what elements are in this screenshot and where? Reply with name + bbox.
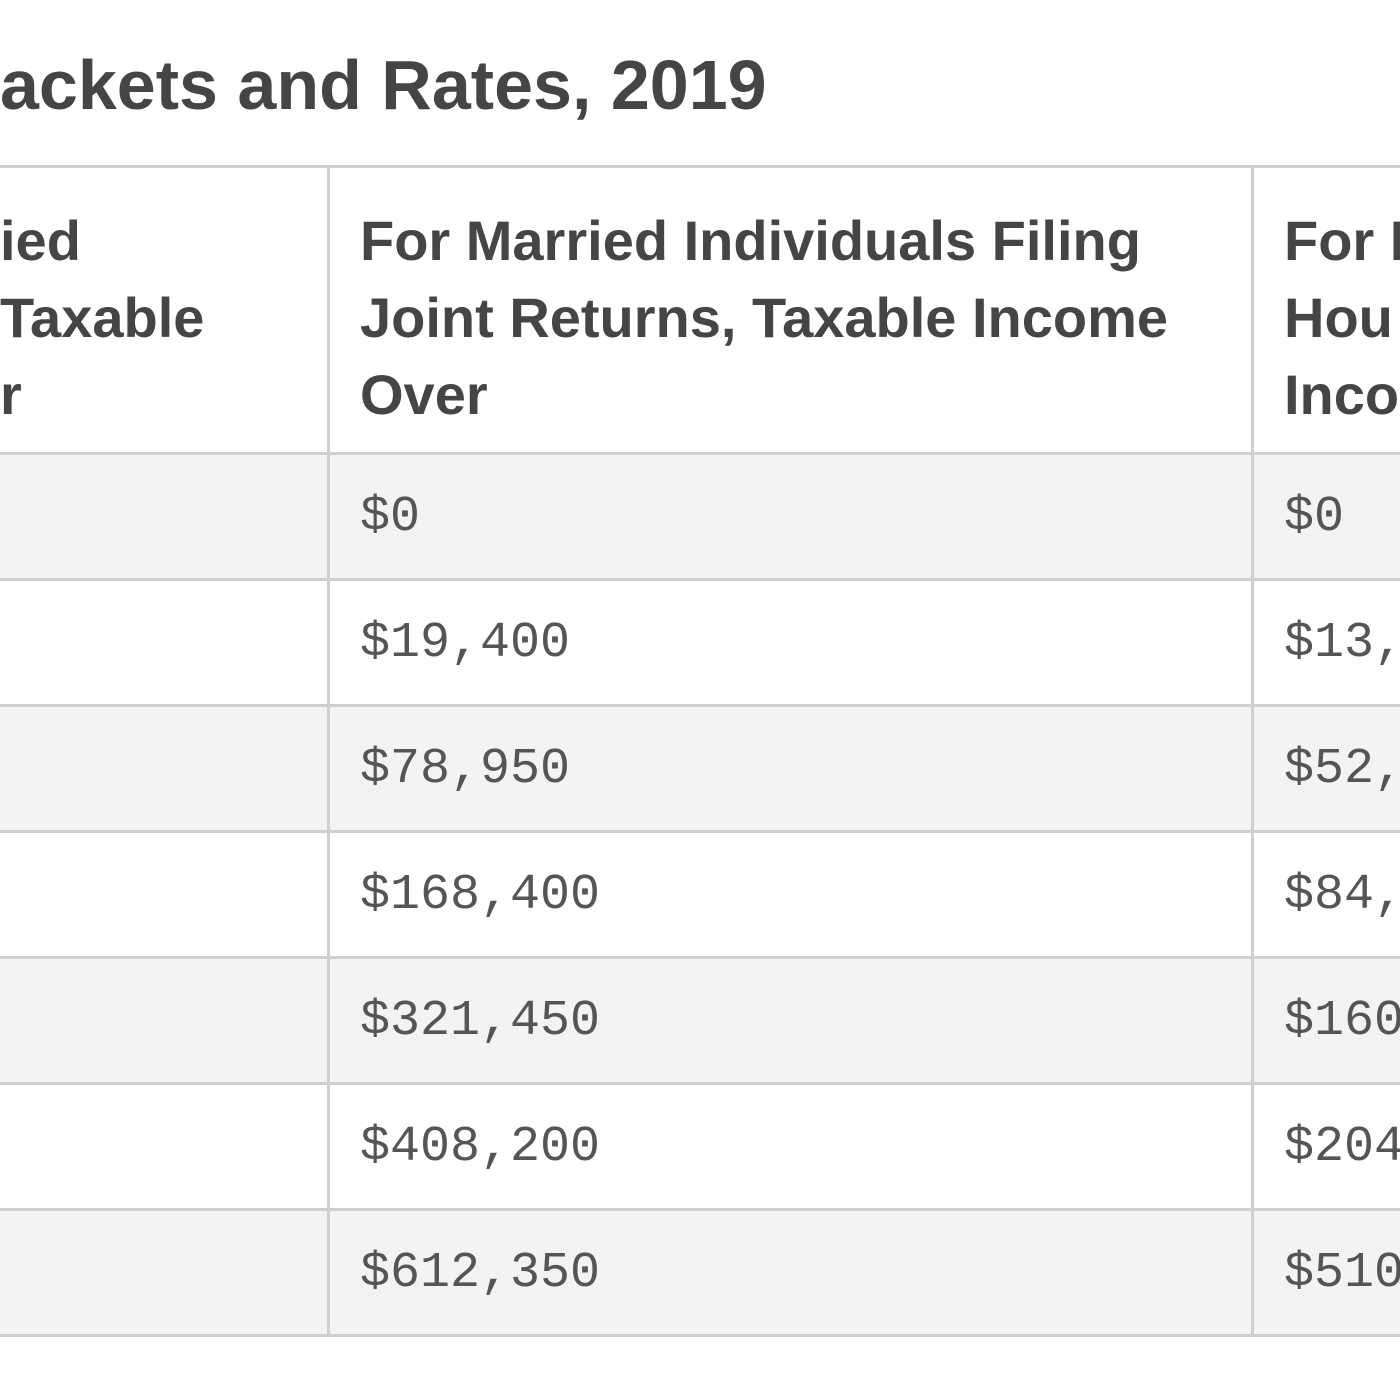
header-cell: For H Hou Inco <box>1284 202 1400 433</box>
table-row: $612,350 $510 <box>0 1211 1400 1337</box>
header-text: ied <box>0 209 81 272</box>
header-text: Hou <box>1284 286 1393 349</box>
cell-text: $160 <box>1284 993 1400 1050</box>
cell-text: $408,200 <box>360 1119 601 1176</box>
table-row: $0 $0 <box>0 455 1400 581</box>
cell-text: $612,350 <box>360 1245 601 1302</box>
table-row: $321,450 $160 <box>0 959 1400 1085</box>
header-text: Over <box>360 363 488 426</box>
table-row: $408,200 $204 <box>0 1085 1400 1211</box>
table-title: ackets and Rates, 2019 <box>0 46 767 124</box>
cell-text: $321,450 <box>360 993 601 1050</box>
tax-table: ied Taxable r For Married Individuals Filin… <box>0 165 1400 1337</box>
table-row: $19,400 $13, <box>0 581 1400 707</box>
header-row: ied Taxable r For Married Individuals Filin… <box>0 165 1400 455</box>
cell-text: $168,400 <box>360 867 601 924</box>
cell-text: $52, <box>1284 741 1400 798</box>
table-row: $78,950 $52, <box>0 707 1400 833</box>
header-text: For Married Individuals Filing <box>360 209 1141 272</box>
cell-text: $0 <box>360 489 421 546</box>
header-text: Joint Returns, Taxable Income <box>360 286 1169 349</box>
header-text: Inco <box>1284 363 1400 426</box>
column-divider <box>1251 165 1254 1337</box>
cell-text: $78,950 <box>360 741 571 798</box>
cell-text: $13, <box>1284 615 1400 672</box>
header-text: r <box>0 363 22 426</box>
header-text: For H <box>1284 209 1400 272</box>
cell-text: $0 <box>1284 489 1345 546</box>
cell-text: $510 <box>1284 1245 1400 1302</box>
column-divider <box>327 165 330 1337</box>
table-row: $168,400 $84, <box>0 833 1400 959</box>
header-text: Taxable <box>0 286 205 349</box>
header-cell: ied Taxable r <box>0 202 204 433</box>
cell-text: $19,400 <box>360 615 571 672</box>
header-cell: For Married Individuals Filing Joint Retu… <box>360 202 1168 433</box>
cell-text: $84, <box>1284 867 1400 924</box>
cell-text: $204 <box>1284 1119 1400 1176</box>
